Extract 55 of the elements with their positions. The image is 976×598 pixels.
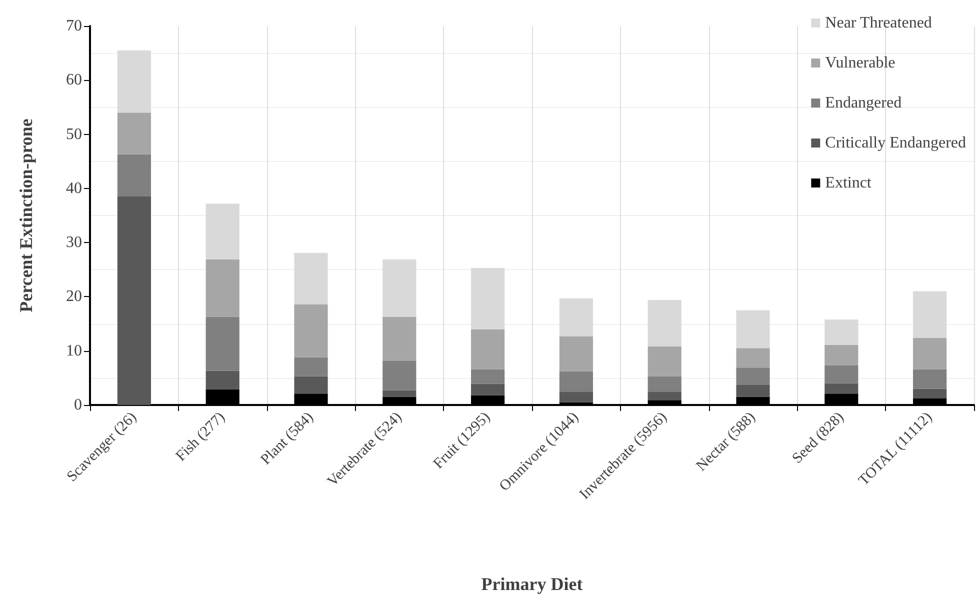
- bar: [824, 365, 858, 384]
- bar: [117, 154, 151, 197]
- bar: [382, 360, 416, 390]
- bar: [736, 310, 770, 348]
- y-tick-label: 30: [66, 234, 82, 252]
- y-axis-title: Percent Extinction-prone: [16, 118, 36, 312]
- bar: [206, 259, 240, 317]
- bar: [382, 390, 416, 397]
- y-tick-label: 0: [74, 396, 82, 414]
- legend-label: Critically Endangered: [825, 134, 966, 152]
- bar: [648, 346, 682, 376]
- bar: [471, 384, 505, 396]
- y-tick-label: 70: [66, 18, 82, 34]
- bar: [382, 259, 416, 317]
- bar: [913, 291, 947, 338]
- bar: [382, 316, 416, 361]
- bar: [648, 392, 682, 400]
- x-axis-title: Primary Diet: [481, 574, 583, 594]
- bar: [206, 370, 240, 390]
- y-tick-label: 10: [66, 342, 82, 360]
- bar: [117, 50, 151, 113]
- bar: [913, 369, 947, 389]
- bar: [294, 376, 328, 394]
- bar: [913, 388, 947, 399]
- bar: [471, 329, 505, 370]
- bar: [913, 338, 947, 370]
- bar: [824, 344, 858, 366]
- bar: [736, 368, 770, 385]
- bar: [294, 357, 328, 376]
- bar: [471, 268, 505, 330]
- legend-label: Vulnerable: [825, 54, 896, 72]
- bar: [294, 252, 328, 304]
- bar: [824, 383, 858, 394]
- y-tick-label: 60: [66, 72, 82, 89]
- legend-label: Near Threatened: [825, 14, 932, 32]
- bar: [559, 298, 593, 336]
- bar: [824, 319, 858, 345]
- y-tick-label: 50: [66, 126, 82, 143]
- bar: [206, 204, 240, 260]
- legend-label: Extinct: [825, 174, 872, 192]
- bar: [117, 196, 151, 405]
- legend-label: Endangered: [825, 94, 902, 112]
- bar: [471, 369, 505, 384]
- y-tick-label: 20: [66, 288, 82, 306]
- bar: [117, 112, 151, 154]
- bar: [206, 316, 240, 371]
- bar: [648, 300, 682, 347]
- bar: [736, 348, 770, 368]
- bar: [294, 304, 328, 358]
- bar: [559, 371, 593, 392]
- bar: [559, 392, 593, 402]
- bar: [648, 376, 682, 392]
- bar: [736, 384, 770, 397]
- bar: [559, 336, 593, 372]
- y-tick-label: 40: [66, 180, 82, 197]
